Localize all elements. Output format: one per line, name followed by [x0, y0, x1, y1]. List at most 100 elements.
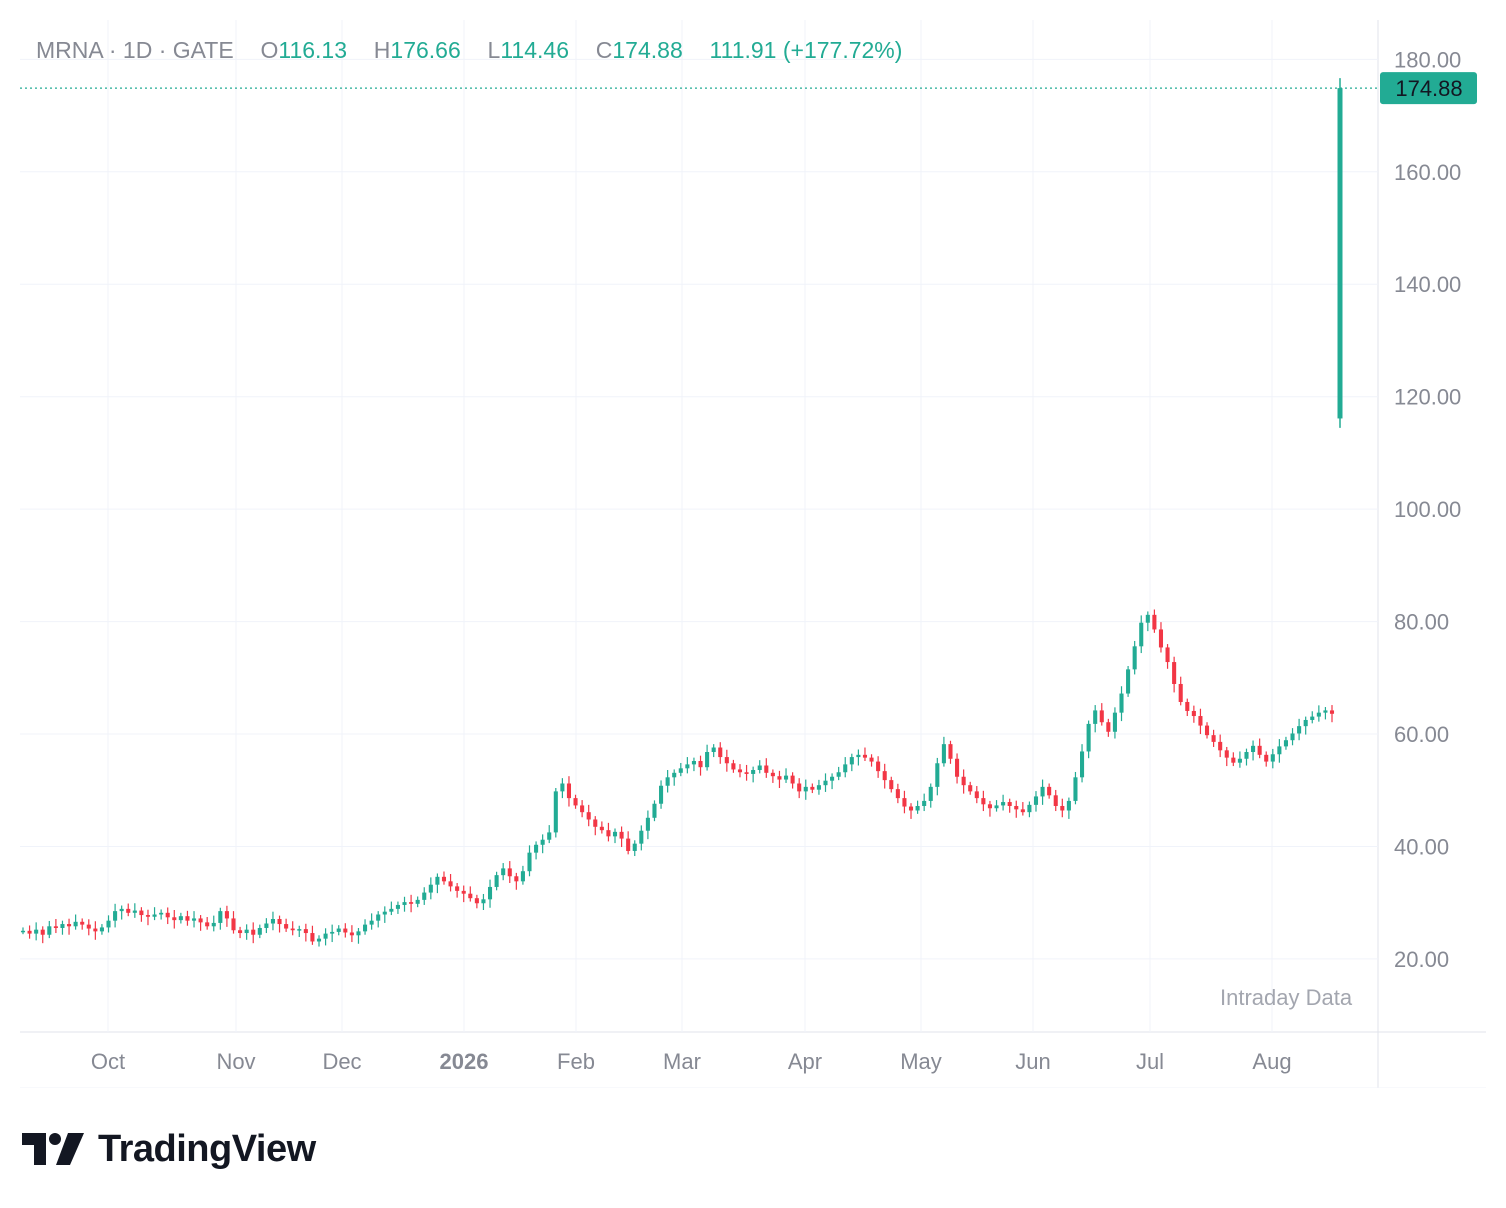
x-tick-label: Nov	[216, 1049, 255, 1074]
candle	[698, 761, 703, 768]
tradingview-brand[interactable]: TradingView	[22, 1125, 316, 1173]
y-tick-label: 140.00	[1394, 272, 1461, 297]
legend-change: 111.91 (+177.72%)	[709, 37, 903, 63]
candle	[803, 786, 808, 792]
candle	[968, 785, 973, 792]
candle	[955, 758, 960, 777]
candle	[1086, 723, 1091, 752]
candle	[343, 928, 348, 933]
candle	[113, 911, 118, 921]
candle	[461, 890, 466, 894]
x-tick-label: May	[900, 1049, 942, 1074]
candle	[1152, 614, 1157, 630]
candle	[908, 806, 914, 811]
candle	[231, 918, 236, 931]
candle	[711, 747, 716, 753]
candle	[251, 929, 256, 935]
candle	[514, 876, 519, 882]
candle	[915, 805, 920, 811]
candle	[665, 777, 670, 786]
candle	[1053, 795, 1058, 806]
candle	[527, 852, 532, 872]
candle	[612, 831, 618, 837]
y-tick-label: 120.00	[1394, 385, 1461, 410]
candle	[737, 769, 743, 773]
candle	[1165, 647, 1170, 663]
candle	[165, 912, 170, 918]
legend-open-label: O	[260, 37, 279, 63]
candle	[244, 929, 249, 934]
legend-symbol[interactable]: MRNA	[36, 37, 103, 63]
candle	[974, 791, 979, 799]
candle	[1139, 622, 1144, 647]
candle	[1211, 735, 1216, 742]
candle	[1093, 710, 1098, 724]
candle	[1237, 758, 1242, 763]
candle	[191, 918, 197, 921]
candle	[1283, 740, 1288, 747]
candle	[1126, 669, 1131, 694]
candle	[93, 928, 98, 932]
candle	[1158, 629, 1164, 648]
candle	[1040, 786, 1045, 797]
candle	[764, 765, 769, 773]
candle	[264, 923, 269, 928]
candle	[382, 911, 387, 915]
candle	[487, 886, 493, 900]
candle	[1257, 745, 1262, 755]
candle	[310, 933, 315, 942]
candle	[928, 786, 933, 801]
candle	[455, 886, 460, 891]
candle	[198, 918, 203, 923]
candle	[297, 929, 302, 931]
candle	[1297, 726, 1302, 734]
x-tick-label: 2026	[440, 1049, 489, 1074]
candle	[626, 838, 631, 851]
candle	[1277, 746, 1282, 755]
candle	[757, 765, 762, 771]
candle	[987, 804, 992, 809]
candle	[1106, 722, 1111, 732]
candle	[869, 757, 874, 762]
candle	[1112, 712, 1117, 732]
tradingview-logo-icon	[22, 1133, 84, 1165]
candle	[1027, 804, 1032, 813]
candle	[1310, 716, 1315, 720]
legend-interval[interactable]: 1D	[122, 37, 153, 63]
candle	[777, 776, 782, 780]
y-tick-label: 20.00	[1394, 947, 1449, 972]
candle	[1020, 809, 1025, 813]
candle	[1191, 710, 1196, 717]
candle	[981, 798, 986, 805]
candle	[1132, 646, 1137, 670]
candle	[126, 908, 131, 913]
legend-high-label: H	[373, 37, 391, 63]
y-tick-label: 40.00	[1394, 834, 1449, 859]
candle	[80, 921, 85, 925]
candle	[1204, 725, 1210, 736]
candle	[1185, 701, 1190, 711]
candle	[1073, 777, 1078, 801]
x-tick-label: Mar	[663, 1049, 701, 1074]
candle	[1145, 614, 1150, 623]
tradingview-wordmark: TradingView	[98, 1127, 316, 1170]
candle	[849, 757, 854, 765]
candle	[139, 910, 144, 916]
candle	[534, 844, 539, 853]
x-tick-label: Aug	[1252, 1049, 1291, 1074]
candle	[1060, 805, 1065, 811]
candle	[606, 830, 611, 837]
candle	[718, 747, 723, 758]
candle	[520, 871, 525, 882]
candle	[349, 932, 354, 936]
candle	[1303, 719, 1308, 727]
candle	[448, 881, 453, 887]
candle	[178, 916, 183, 921]
candle	[501, 868, 506, 876]
candle	[724, 757, 729, 764]
candle	[1119, 693, 1124, 713]
last-candle	[1337, 88, 1343, 419]
ohlc-legend: MRNA · 1D · GATE O116.13 H176.66 L114.46…	[36, 37, 902, 64]
price-chart[interactable]: 20.00 40.00 60.00 80.00 100.00 120.00 140.00 16…	[20, 20, 1486, 1088]
candle	[1323, 710, 1328, 713]
